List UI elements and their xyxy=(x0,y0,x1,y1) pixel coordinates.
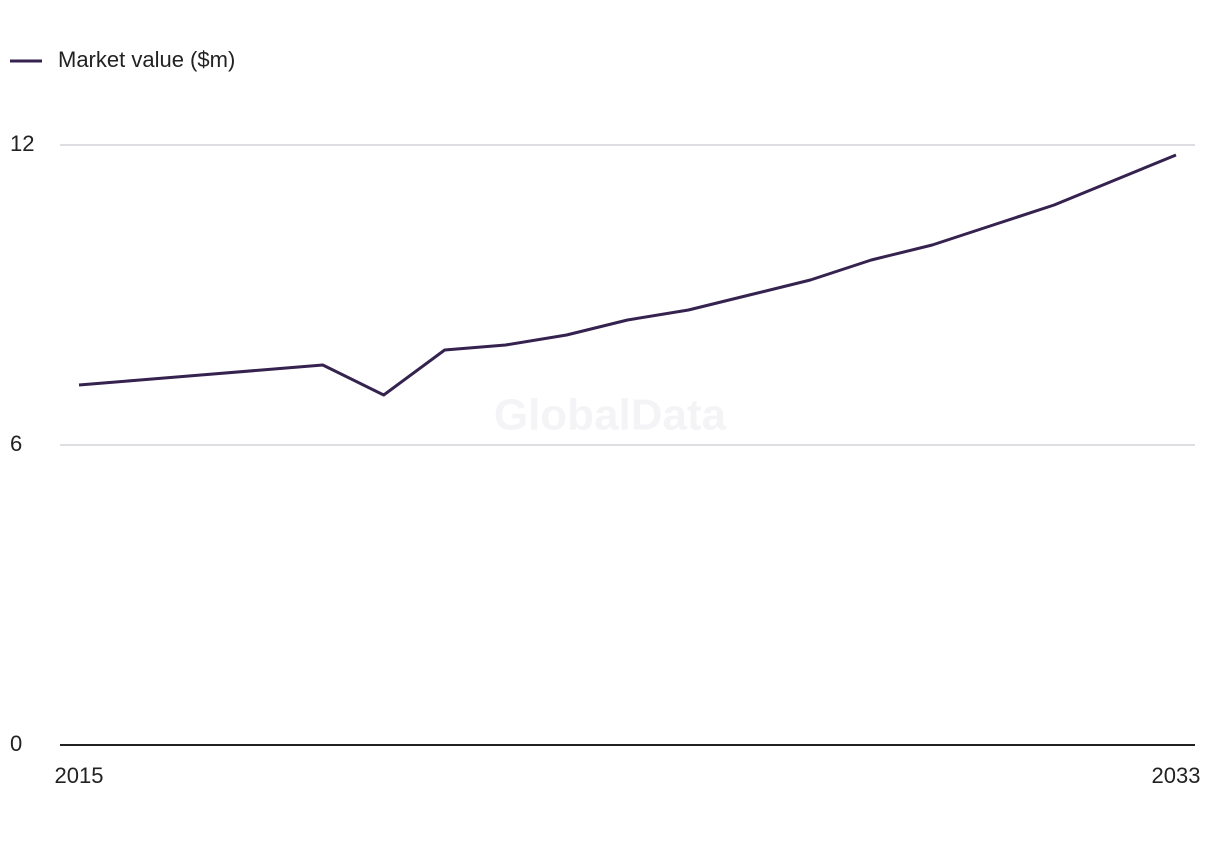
legend-label: Market value ($m) xyxy=(58,47,235,72)
x-tick-label: 2033 xyxy=(1152,763,1201,788)
y-tick-label: 12 xyxy=(10,131,34,156)
y-tick-label: 6 xyxy=(10,431,22,456)
x-tick-label: 2015 xyxy=(55,763,104,788)
data-line xyxy=(78,153,1177,397)
y-tick-label: 0 xyxy=(10,731,22,756)
watermark: GlobalData xyxy=(494,391,727,440)
